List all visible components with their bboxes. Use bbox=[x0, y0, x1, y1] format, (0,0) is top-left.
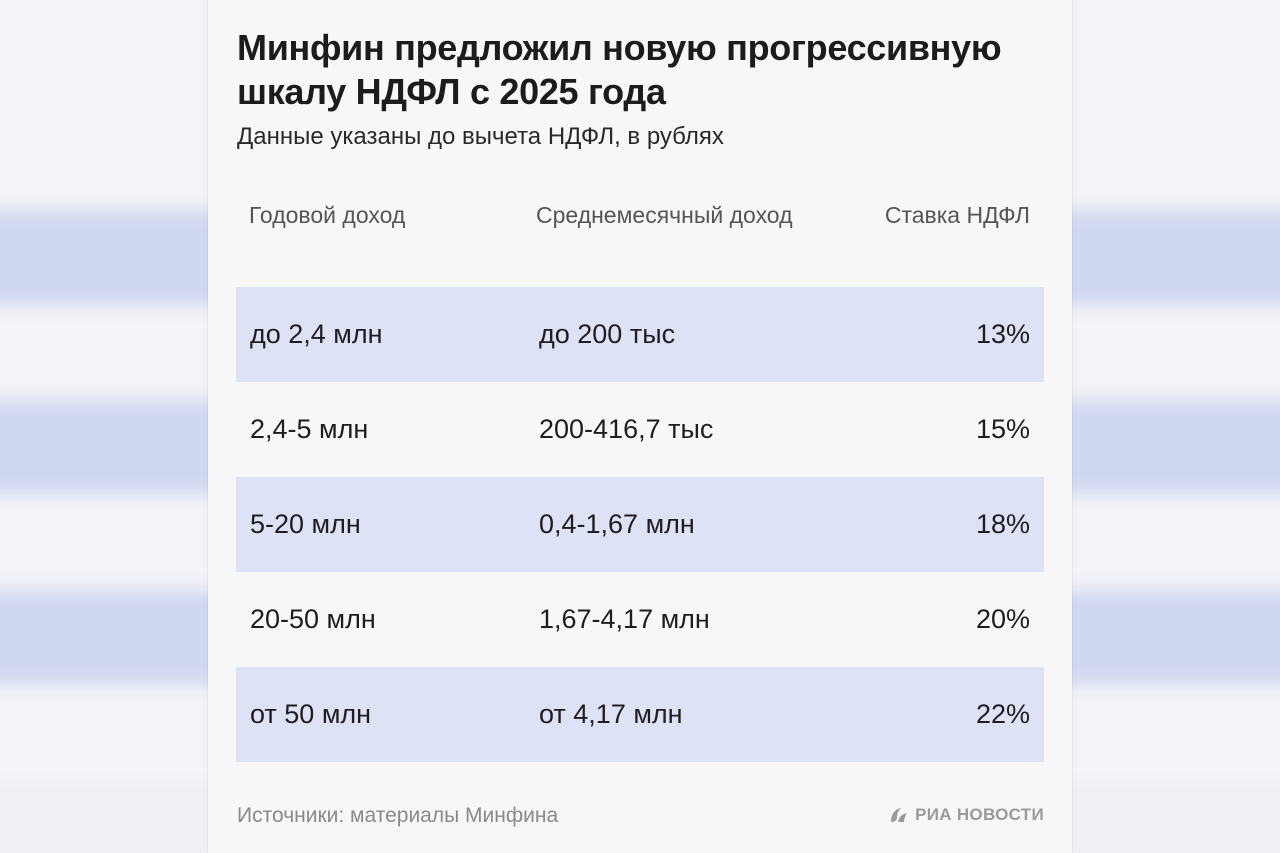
cell-annual-income: 5-20 млн bbox=[250, 509, 361, 539]
cell-annual-income: 2,4-5 млн bbox=[250, 414, 369, 444]
cell-tax-rate: 22% bbox=[975, 699, 1030, 729]
cell-tax-rate: 20% bbox=[975, 604, 1030, 634]
brand-name: РИА НОВОСТИ bbox=[915, 805, 1044, 824]
cell-tax-rate: 13% bbox=[975, 319, 1030, 349]
ria-logo-icon bbox=[889, 806, 909, 824]
table-row: 5-20 млн 0,4-1,67 млн 18% bbox=[236, 477, 1044, 572]
blurred-background-right bbox=[1072, 0, 1280, 853]
table-row: 20-50 млн 1,67-4,17 млн 20% bbox=[236, 572, 1044, 667]
cell-monthly-income: до 200 тыс bbox=[539, 319, 676, 349]
infographic-subtitle: Данные указаны до вычета НДФЛ, в рублях bbox=[237, 123, 724, 150]
cell-tax-rate: 15% bbox=[975, 414, 1030, 444]
cell-annual-income: до 2,4 млн bbox=[250, 319, 383, 349]
cell-annual-income: от 50 млн bbox=[250, 699, 372, 729]
brand-logo: РИА НОВОСТИ bbox=[889, 805, 1044, 825]
cell-monthly-income: 200-416,7 тыс bbox=[539, 414, 714, 444]
table-row: 2,4-5 млн 200-416,7 тыс 15% bbox=[236, 382, 1044, 477]
cell-monthly-income: 0,4-1,67 млн bbox=[539, 509, 695, 539]
table-row: до 2,4 млн до 200 тыс 13% bbox=[236, 287, 1044, 382]
cell-monthly-income: 1,67-4,17 млн bbox=[539, 604, 710, 634]
source-note: Источники: материалы Минфина bbox=[237, 804, 559, 827]
infographic-card: Минфин предложил новую прогрессивную шка… bbox=[208, 0, 1072, 853]
table-header: Годовой доход Среднемесячный доход Ставк… bbox=[236, 198, 1044, 278]
cell-tax-rate: 18% bbox=[975, 509, 1030, 539]
cell-monthly-income: от 4,17 млн bbox=[539, 699, 683, 729]
infographic-title: Минфин предложил новую прогрессивную шка… bbox=[237, 27, 1002, 112]
table-row: от 50 млн от 4,17 млн 22% bbox=[236, 667, 1044, 762]
header-tax-rate: Ставка НДФЛ bbox=[884, 202, 1030, 228]
cell-annual-income: 20-50 млн bbox=[250, 604, 376, 634]
tax-table-body: до 2,4 млн до 200 тыс 13% 2,4-5 млн 200-… bbox=[236, 287, 1044, 762]
header-monthly-income: Среднемесячный доход bbox=[536, 202, 793, 228]
blurred-background-left bbox=[0, 0, 208, 853]
header-annual-income: Годовой доход bbox=[249, 202, 406, 228]
